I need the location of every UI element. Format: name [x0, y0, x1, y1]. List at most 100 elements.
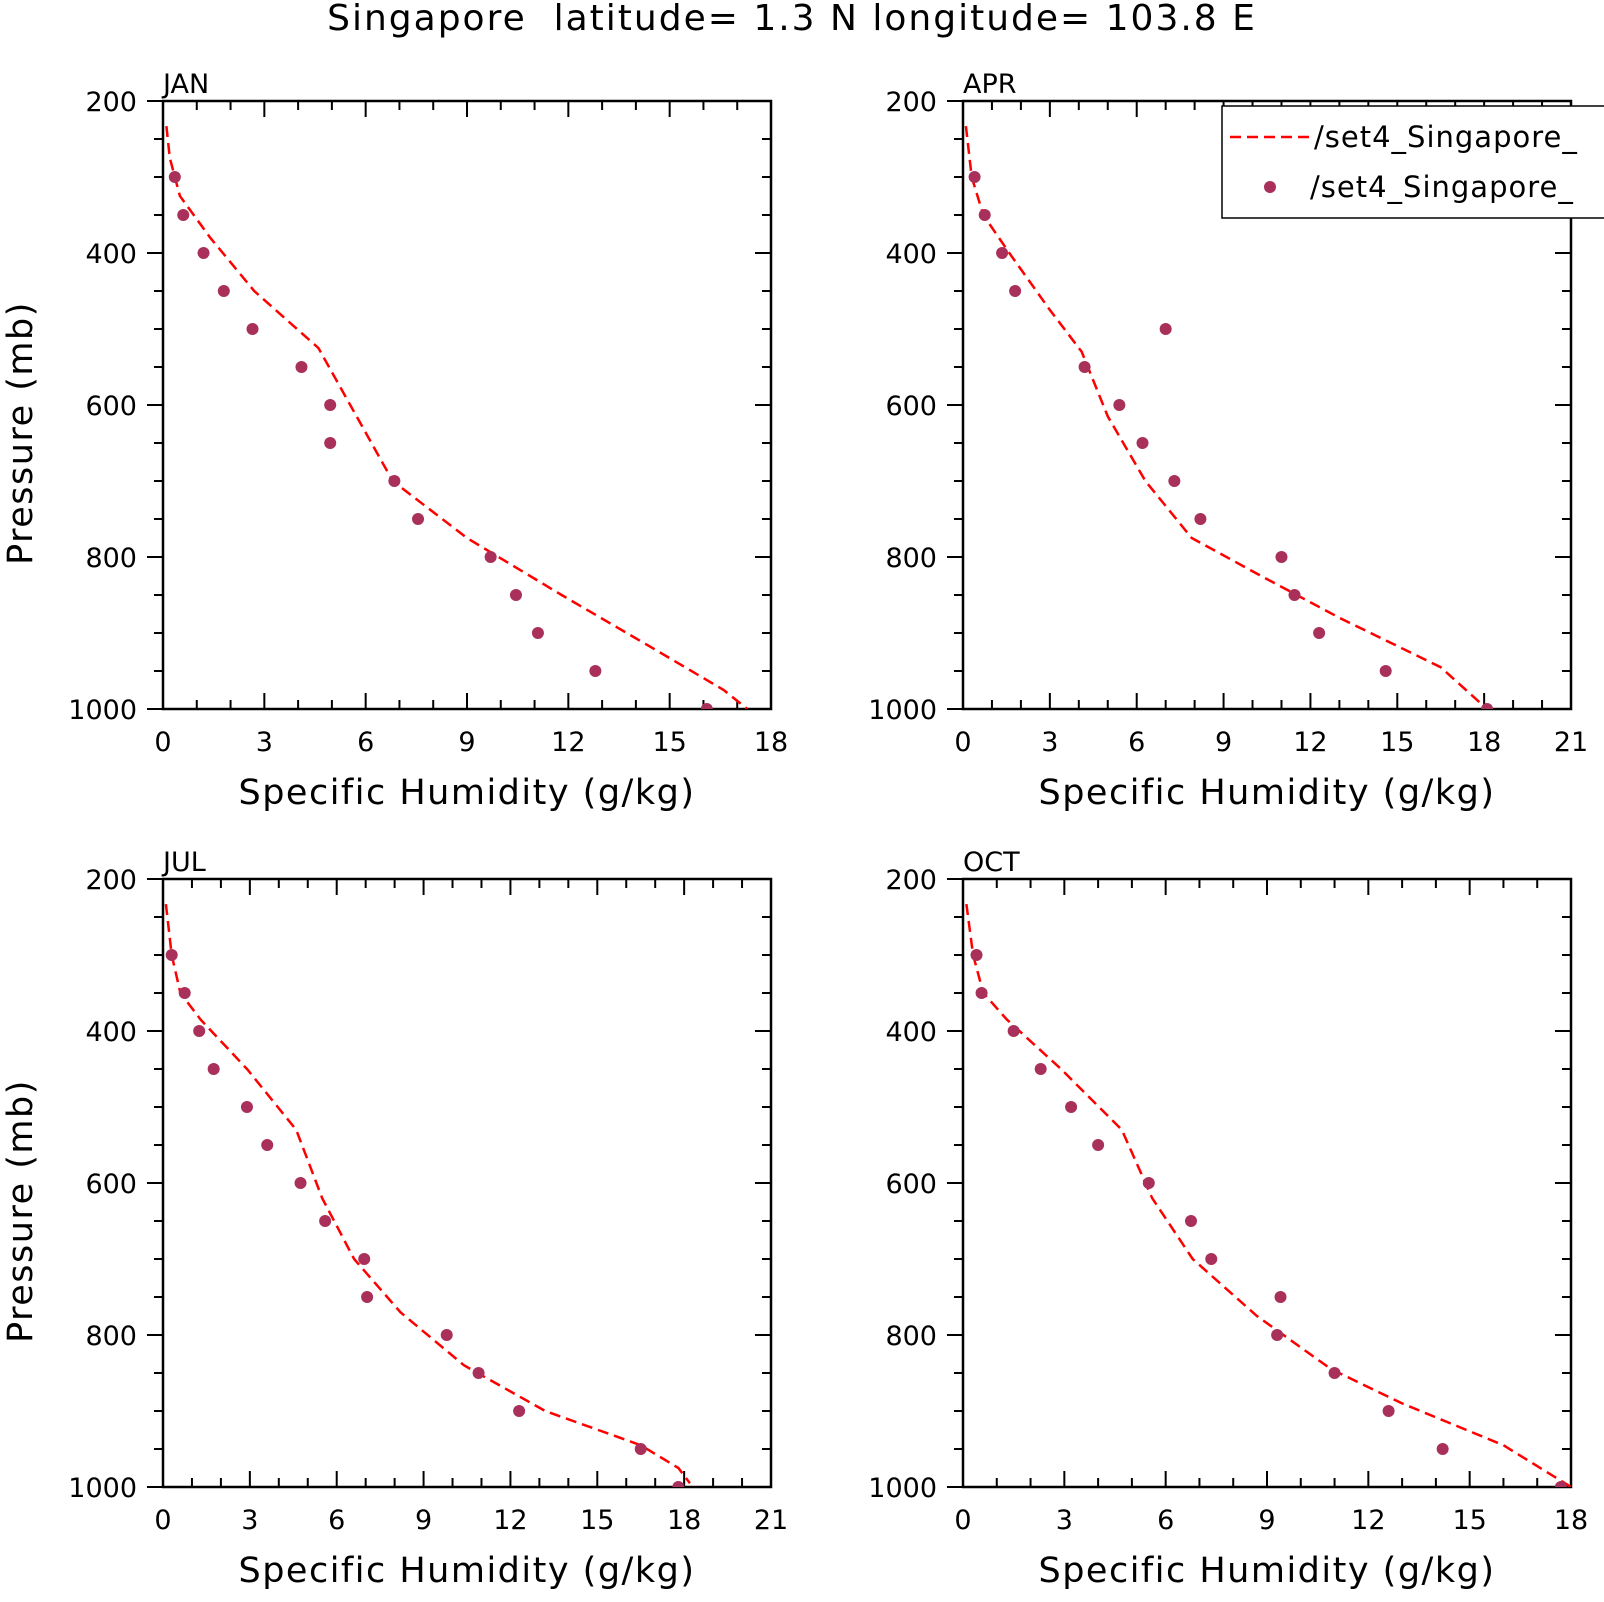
obs-dot: [388, 475, 401, 487]
obs-dot: [472, 1367, 485, 1379]
x-tick-label: 9: [458, 727, 475, 758]
panel-title: JUL: [161, 847, 206, 878]
obs-dot: [996, 247, 1009, 259]
obs-dot: [1379, 665, 1392, 677]
x-tick-label: 12: [551, 727, 585, 758]
data-layer: [165, 125, 749, 709]
x-tick-label: 9: [1258, 1505, 1275, 1536]
obs-dot: [1007, 1025, 1020, 1037]
obs-dot: [440, 1329, 453, 1341]
legend-dot-swatch: [1264, 181, 1276, 193]
x-axis-label: Specific Humidity (g/kg): [1039, 1551, 1496, 1591]
obs-dot: [168, 171, 181, 183]
y-tick-label: 600: [85, 391, 137, 422]
obs-dot: [1142, 1177, 1155, 1189]
x-axis-label: Specific Humidity (g/kg): [1039, 773, 1496, 813]
x-tick-label: 3: [1056, 1505, 1073, 1536]
x-tick-label: 15: [1380, 727, 1414, 758]
y-tick-label: 800: [885, 1321, 937, 1352]
panel-oct: 0 3 6 9 12 15 18 200 400 600 800 1000 OCT Specific Hu…: [868, 847, 1588, 1591]
y-tick-label: 800: [885, 543, 937, 574]
obs-dot: [246, 323, 259, 335]
panel-jan: 0 3 6 9 12 15 18 200 400 600 800 1000 JAN Specific Hu…: [1, 69, 788, 813]
obs-dot: [513, 1405, 526, 1417]
y-tick-label: 200: [885, 865, 937, 896]
y-tick-label: 800: [85, 543, 137, 574]
obs-dot: [968, 171, 981, 183]
x-tick-label: 18: [754, 727, 788, 758]
plot-frame: [961, 877, 1573, 1489]
obs-dot: [1481, 703, 1494, 709]
x-tick-label: 0: [954, 727, 971, 758]
y-tick-label: 1000: [868, 1473, 937, 1504]
obs-dot: [324, 437, 337, 449]
x-tick-label: 0: [954, 1505, 971, 1536]
x-tick-label: 12: [1351, 1505, 1385, 1536]
y-tick-label: 400: [85, 1017, 137, 1048]
obs-dot: [197, 247, 210, 259]
x-tick-label: 3: [1041, 727, 1058, 758]
obs-dot: [1113, 399, 1126, 411]
obs-dot: [412, 513, 425, 525]
obs-dot: [358, 1253, 371, 1265]
obs-dot: [1275, 551, 1288, 563]
legend-box: [1221, 105, 1604, 219]
y-tick-label: 600: [885, 391, 937, 422]
x-tick-label: 6: [1128, 727, 1145, 758]
obs-dot: [1194, 513, 1207, 525]
x-tick-label: 9: [1215, 727, 1232, 758]
model-line: [165, 125, 749, 709]
y-tick-label: 600: [885, 1169, 937, 1200]
y-tick-label: 600: [85, 1169, 137, 1200]
obs-dot: [970, 949, 983, 961]
x-tick-label: 6: [357, 727, 374, 758]
x-tick-label: 18: [1467, 727, 1501, 758]
x-tick-label: 3: [241, 1505, 258, 1536]
obs-dot: [531, 627, 544, 639]
obs-dot: [319, 1215, 332, 1227]
obs-dot: [207, 1063, 220, 1075]
obs-dot: [240, 1101, 253, 1113]
obs-dot: [978, 209, 991, 221]
x-tick-label: 21: [1554, 727, 1588, 758]
x-tick-label: 0: [154, 727, 171, 758]
obs-dot: [193, 1025, 206, 1037]
y-tick-label: 200: [85, 87, 137, 118]
obs-dot: [1554, 1481, 1567, 1487]
obs-dot: [509, 589, 522, 601]
obs-dot: [261, 1139, 274, 1151]
obs-dot: [975, 987, 988, 999]
x-tick-label: 12: [1293, 727, 1327, 758]
obs-dot: [1436, 1443, 1449, 1455]
figure-title: Singapore latitude= 1.3 N longitude= 103…: [327, 0, 1257, 39]
y-tick-label: 400: [885, 239, 937, 270]
y-axis-label: Pressure (mb): [1, 301, 41, 565]
x-axis-label: Specific Humidity (g/kg): [239, 1551, 696, 1591]
obs-dot: [294, 1177, 307, 1189]
obs-dot: [1136, 437, 1149, 449]
obs-dot: [178, 987, 191, 999]
obs-dot: [1205, 1253, 1218, 1265]
y-tick-label: 1000: [68, 1473, 137, 1504]
model-line: [164, 903, 691, 1484]
y-tick-label: 200: [85, 865, 137, 896]
obs-dot: [672, 1481, 685, 1487]
legend-label-line: /set4_Singapore_: [1314, 120, 1578, 154]
legend: /set4_Singapore_ /set4_Singapore_: [1221, 105, 1604, 219]
obs-dot: [1328, 1367, 1341, 1379]
x-tick-label: 18: [1554, 1505, 1588, 1536]
x-tick-label: 15: [1452, 1505, 1486, 1536]
x-tick-label: 0: [154, 1505, 171, 1536]
obs-dot: [1092, 1139, 1105, 1151]
x-tick-label: 15: [652, 727, 686, 758]
data-layer: [964, 125, 1494, 709]
model-line: [965, 903, 1571, 1487]
obs-dot: [700, 703, 713, 709]
obs-dot: [217, 285, 230, 297]
obs-dot: [361, 1291, 374, 1303]
panel-title: OCT: [963, 847, 1020, 878]
obs-dot: [1078, 361, 1091, 373]
obs-dot: [177, 209, 190, 221]
